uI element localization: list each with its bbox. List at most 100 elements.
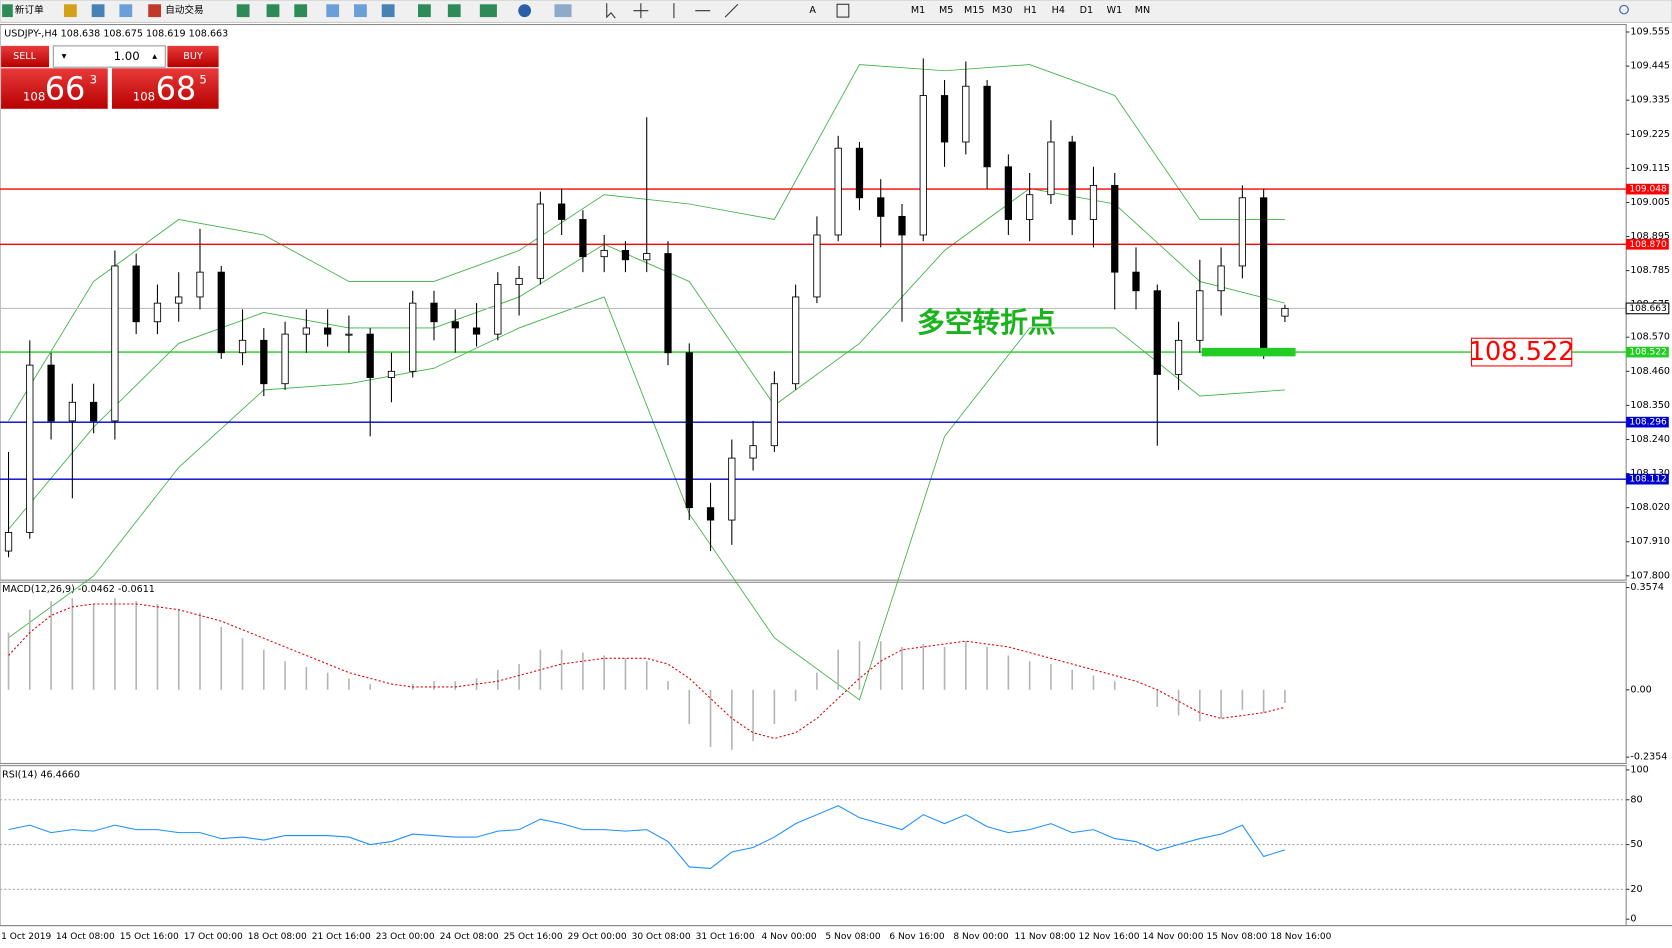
date-label: 8 Nov 00:00: [953, 932, 1008, 942]
icon[interactable]: [518, 4, 532, 18]
rsi-panel: [0, 765, 1627, 927]
ask-box[interactable]: [111, 68, 219, 109]
date-label: 4 Nov 00:00: [761, 932, 816, 942]
lot-up[interactable]: ▴: [152, 51, 157, 62]
candle-body: [940, 95, 949, 143]
candle-body: [621, 250, 630, 261]
candle-body: [153, 302, 162, 323]
candle-body: [1047, 141, 1055, 196]
icon[interactable]: [836, 3, 850, 18]
timeframe[interactable]: M30: [992, 5, 1012, 16]
lot-down[interactable]: ▾: [62, 51, 67, 62]
icon[interactable]: [447, 4, 461, 18]
line-tools[interactable]: [673, 3, 739, 19]
candle-body: [1132, 271, 1140, 292]
candle-body: [579, 219, 587, 258]
y-tick-label: 108.240: [1630, 434, 1670, 445]
candle-body: [494, 284, 502, 335]
timeframe[interactable]: M15: [964, 5, 984, 16]
candle-body: [962, 85, 970, 143]
candle-body: [706, 507, 715, 521]
bid-main: 66: [45, 70, 86, 108]
date-label: 24 Oct 08:00: [440, 932, 499, 942]
bid-big: 108: [23, 90, 45, 104]
marker-label: 108.522: [1469, 337, 1575, 367]
sell-button[interactable]: [1, 45, 50, 68]
text-tool[interactable]: A: [809, 5, 816, 16]
candle-body: [770, 383, 778, 447]
search-icon[interactable]: [1619, 4, 1629, 15]
candle-body: [302, 327, 310, 335]
candle-body: [749, 445, 757, 459]
icon[interactable]: [63, 4, 77, 18]
timeframe[interactable]: W1: [1107, 5, 1123, 16]
icon[interactable]: [148, 4, 162, 18]
icon[interactable]: [2, 4, 13, 18]
macd-panel: [0, 581, 1627, 765]
y-tick-label: 109.115: [1630, 163, 1670, 174]
crosshair-icon[interactable]: [633, 3, 649, 19]
icon[interactable]: [119, 4, 133, 18]
new-order[interactable]: 新订单: [15, 4, 44, 16]
buy-label[interactable]: BUY: [183, 51, 203, 62]
y-tick-label: 107.910: [1630, 536, 1670, 547]
icon[interactable]: [91, 4, 105, 18]
candle-body: [1281, 307, 1289, 317]
lot-size[interactable]: 1.00: [114, 49, 140, 63]
price-level-label: 109.048: [1629, 185, 1667, 195]
timeframe[interactable]: H1: [1024, 5, 1037, 16]
y-tick-label: 109.005: [1630, 197, 1670, 208]
price-level-tag: [1626, 473, 1669, 485]
date-label: 5 Nov 08:00: [825, 932, 880, 942]
candle-body: [792, 296, 800, 385]
bid-box[interactable]: [1, 68, 108, 109]
sell-label[interactable]: SELL: [13, 51, 36, 62]
icon[interactable]: [236, 4, 250, 18]
icon[interactable]: [381, 4, 395, 18]
candle-body: [1004, 166, 1012, 220]
date-label: 15 Oct 16:00: [120, 932, 179, 942]
date-label: 17 Oct 00:00: [184, 932, 243, 942]
price-level-label: 108.870: [1629, 240, 1667, 250]
candle-body: [4, 532, 13, 552]
icon[interactable]: [326, 4, 340, 18]
icon[interactable]: [354, 4, 367, 18]
one-click-trading: SELL ▾ 1.00 ▴ BUY 108 66 3 108 68 5: [1, 45, 219, 109]
y-tick-label: 80: [1630, 794, 1642, 805]
y-tick-label: 108.020: [1630, 502, 1670, 513]
icon[interactable]: [554, 4, 572, 18]
candle-body: [111, 265, 119, 422]
timeframe[interactable]: M1: [911, 5, 925, 16]
candle-body: [877, 197, 885, 217]
date-label: 15 Nov 08:00: [1206, 932, 1267, 942]
main-panel: [0, 24, 1627, 581]
date-label: 12 Nov 16:00: [1078, 932, 1139, 942]
candle-body: [196, 271, 204, 298]
icon[interactable]: [294, 4, 308, 18]
timeframe[interactable]: MN: [1135, 5, 1150, 16]
y-tick-label: 109.225: [1630, 129, 1670, 140]
candle-body: [409, 302, 417, 372]
icon[interactable]: [418, 4, 431, 18]
buy-button[interactable]: [167, 45, 219, 68]
date-label: 1 Oct 2019: [1, 932, 51, 942]
price-level-label: 108.112: [1629, 475, 1666, 485]
timeframe[interactable]: H4: [1052, 5, 1065, 16]
lot-box[interactable]: [52, 45, 166, 68]
icon[interactable]: [479, 4, 497, 18]
rsi-line: [8, 805, 1286, 869]
y-tick-label: 50: [1630, 839, 1642, 850]
timeframe[interactable]: M5: [939, 5, 953, 16]
annotation: 多空转折点: [917, 306, 1056, 339]
timeframe[interactable]: D1: [1080, 5, 1093, 16]
icon[interactable]: [266, 4, 280, 18]
auto-trading[interactable]: 自动交易: [165, 4, 203, 16]
candle-body: [813, 234, 821, 298]
cursor-icon[interactable]: [606, 3, 616, 19]
y-tick-label: 108.460: [1630, 366, 1670, 377]
candle-body: [217, 271, 225, 354]
candle-body: [345, 333, 353, 336]
candle-body: [238, 339, 247, 354]
price-level-label: 108.522: [1629, 348, 1666, 358]
